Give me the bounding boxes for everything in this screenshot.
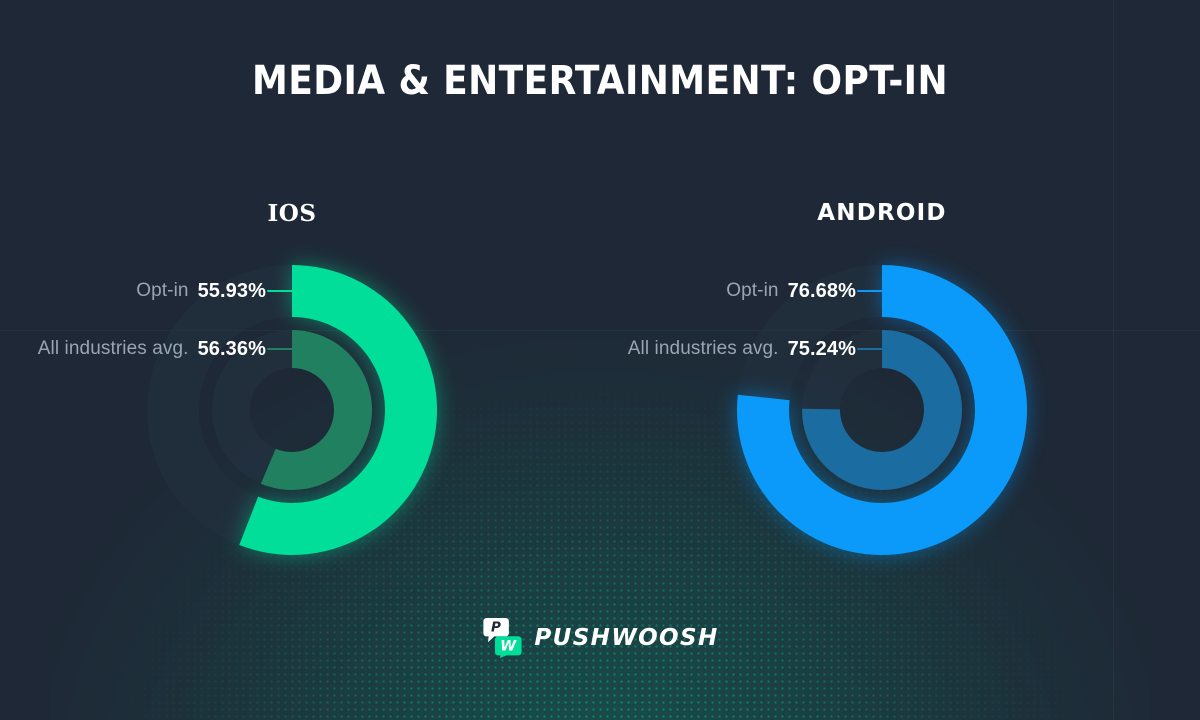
speech-bubble-icon: P W xyxy=(483,618,522,658)
label-ios-opt-in-value: 55.93% xyxy=(197,279,266,302)
pushwoosh-logo-icon: P W xyxy=(481,618,523,658)
arc-inner xyxy=(802,330,962,490)
arc-outer xyxy=(737,265,1027,555)
chart-panel-android: ANDROID Opt-in 76.68% All industries avg… xyxy=(612,200,1152,600)
leader-line-android-opt-in xyxy=(857,290,883,292)
leader-line-android-all-industries xyxy=(857,348,883,350)
label-android-all-industries: All industries avg. 75.24% xyxy=(612,338,883,360)
label-ios-opt-in: Opt-in 55.93% xyxy=(22,280,293,302)
pushwoosh-logo: P W PUSHWOOSH xyxy=(481,618,718,658)
pushwoosh-wordmark: PUSHWOOSH xyxy=(534,625,719,651)
label-android-all-industries-value: 75.24% xyxy=(787,337,856,360)
label-ios-all-industries-name: All industries avg. xyxy=(37,338,189,359)
logo-letter-w: W xyxy=(500,639,517,655)
label-android-opt-in-name: Opt-in xyxy=(726,280,779,301)
label-ios-all-industries: All industries avg. 56.36% xyxy=(22,338,293,360)
label-ios-opt-in-name: Opt-in xyxy=(136,280,189,301)
label-ios-all-industries-value: 56.36% xyxy=(197,337,266,360)
donut-chart-android xyxy=(612,255,1152,600)
panel-title-android: ANDROID xyxy=(817,200,947,226)
leader-line-ios-opt-in xyxy=(267,290,293,292)
donut-svg-android xyxy=(737,265,1027,555)
donut-chart-ios xyxy=(22,255,562,600)
arc-inner xyxy=(260,330,372,490)
chart-panel-ios: IOS Opt-in 55.93% All industries avg. 56… xyxy=(22,200,562,600)
page-title: Media & Entertainment: Opt-in xyxy=(252,58,948,104)
label-android-all-industries-name: All industries avg. xyxy=(627,338,779,359)
leader-line-ios-all-industries xyxy=(267,348,293,350)
arc-outer xyxy=(239,265,437,555)
label-android-opt-in-value: 76.68% xyxy=(787,279,856,302)
panel-title-ios: IOS xyxy=(267,200,317,227)
logo-letter-p: P xyxy=(491,620,501,636)
donut-svg-ios xyxy=(147,265,437,555)
label-android-opt-in: Opt-in 76.68% xyxy=(612,280,883,302)
